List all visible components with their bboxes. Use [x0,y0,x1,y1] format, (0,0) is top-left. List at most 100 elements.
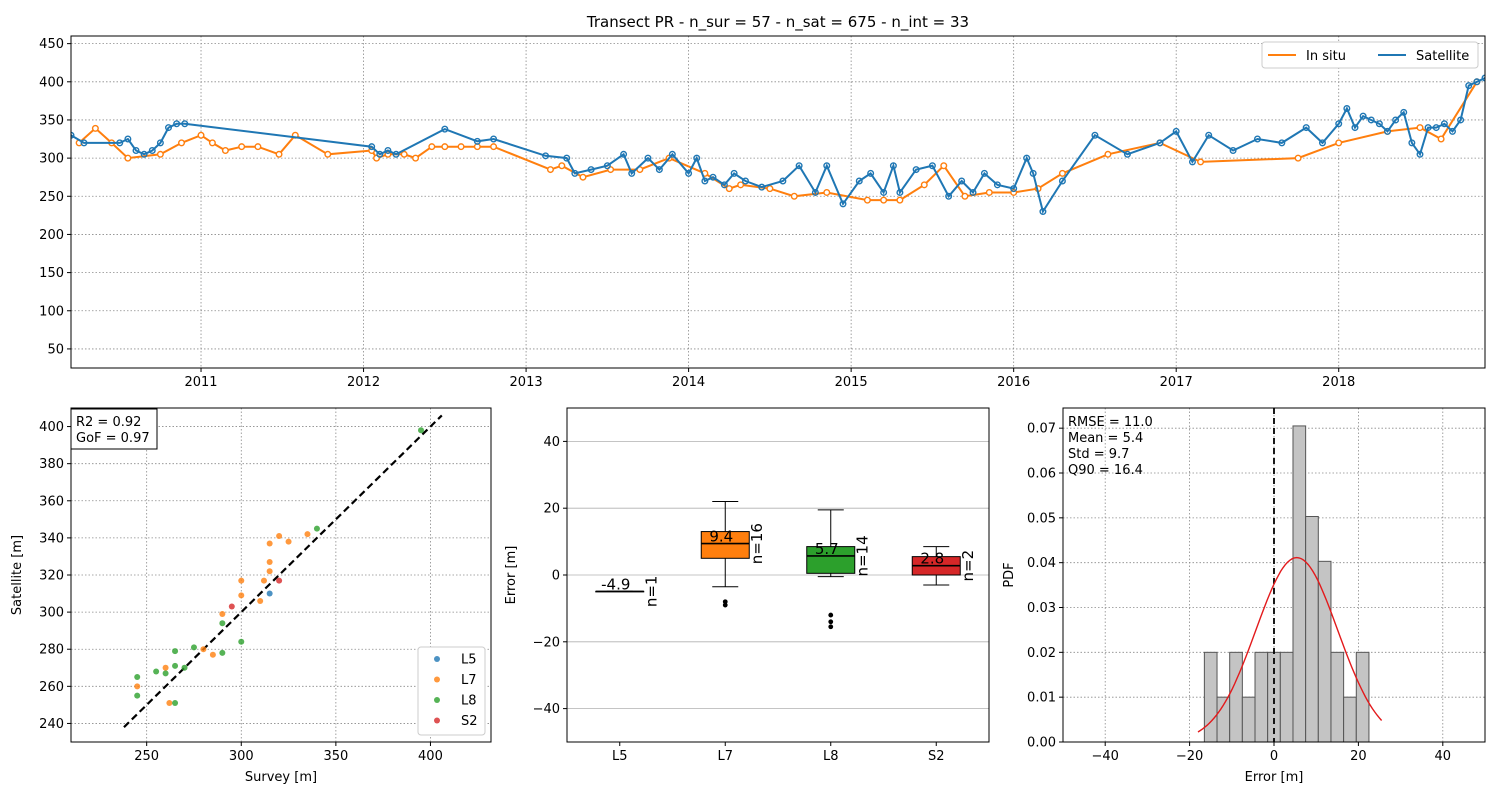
in-situ-point [790,192,798,200]
satellite-point [741,177,749,185]
timeseries-axes: 2011 2012 2013 2014 2015 2016 2017 2018 50 100 150… [39,37,1355,390]
scatter-point-l7 [266,568,273,575]
satellite-point [1023,154,1031,162]
count-label: n=14 [854,535,872,576]
box-l7: 9.4 n=16 [700,501,766,608]
boxplot-boxes: -4.9 n=1 9.4 n=16 5.7 n=14 2.8 n=2 [595,501,977,630]
satellite-point [855,177,863,185]
timeseries-grid [71,36,1485,368]
satellite-point [693,154,701,162]
scatter-legend-swatch [434,656,440,662]
y-tick-label: 200 [39,228,64,243]
scatter-point-l5 [266,590,273,597]
outlier-point [722,599,728,605]
in-situ-point [490,143,498,151]
outlier-point [828,624,834,630]
count-label: n=1 [643,576,661,608]
x-tick-label: 400 [418,749,443,764]
y-tick-label: 100 [39,304,64,319]
in-situ-point [412,154,420,162]
satellite-point [1416,150,1424,158]
scatter-point-l8 [134,692,141,699]
y-tick-label: 360 [39,494,64,509]
in-situ-point [156,150,164,158]
boxplot-panel: −40 −20 0 20 40 Error [m] L5 L7 L8 S2 -4.9 n=1 9.4 n… [504,407,990,764]
legend-satellite-label: Satellite [1416,49,1469,64]
y-tick-label: 350 [39,113,64,128]
satellite-point [1440,120,1448,128]
satellite-point [1375,120,1383,128]
satellite-point [1172,127,1180,135]
x-tick-label: 2018 [1322,375,1355,390]
scatter-legend-swatch [434,697,440,703]
satellite-point [542,152,550,160]
box-l5: -4.9 n=1 [595,575,661,608]
scatter-legend-label: S2 [461,714,478,729]
y-tick-label: 280 [39,643,64,658]
scatter-legend-label: L7 [461,673,477,688]
scatter-point-l8 [418,427,424,434]
scatter-point-l7 [238,592,245,599]
satellite-point [980,169,988,177]
in-situ-point [961,192,969,200]
y-tick-label: 400 [39,75,64,90]
histogram-bar [1241,696,1256,743]
in-situ-point [221,146,229,154]
histogram-bar [1229,651,1243,743]
satellite-point [165,124,173,132]
satellite-point [116,139,124,147]
satellite-point [628,169,636,177]
scatter-point-l8 [219,649,226,656]
satellite-point [867,169,875,177]
scatter-point-l8 [172,662,179,669]
satellite-point [730,169,738,177]
y-tick-label: 20 [543,502,560,517]
satellite-point [603,162,611,170]
scatter-point-l7 [257,597,264,604]
scatter-legend: L5 L7 L8 S2 [417,646,486,736]
satellite-point [1039,208,1047,216]
x-tick-label: 2011 [184,375,217,390]
median-value-label: 9.4 [709,528,733,546]
y-tick-label: 0 [552,569,560,584]
y-axis-label: PDF [1002,562,1017,587]
satellite-point [896,188,904,196]
scatter-stats-frame [70,408,158,450]
scatter-stats-box: R2 = 0.92 GoF = 0.97 [70,408,158,450]
scatter-point-s2 [276,577,283,584]
satellite-point [1091,131,1099,139]
y-tick-label: 300 [39,606,64,621]
std-label: Std = 9.7 [1068,447,1129,462]
satellite-point [71,131,75,139]
satellite-point [655,166,663,174]
in-situ-point [737,181,745,189]
y-tick-label: 240 [39,717,64,732]
satellite-point [132,146,140,154]
x-tick-label: −20 [1176,749,1203,764]
y-tick-label: 0.03 [1027,601,1056,616]
in-situ-point [178,139,186,147]
satellite-point [1383,127,1391,135]
in-situ-point [238,143,246,151]
in-situ-point [275,150,283,158]
satellite-point [620,150,628,158]
y-tick-label: 340 [39,531,64,546]
in-situ-point [324,150,332,158]
satellite-point [80,139,88,147]
timeseries-panel: Transect PR - n_sur = 57 - n_sat = 675 -… [39,13,1486,390]
satellite-point [945,192,953,200]
satellite-point [779,177,787,185]
y-tick-label: 40 [543,435,560,450]
satellite-point [1029,169,1037,177]
scatter-point-l8 [162,670,169,677]
satellite-point [758,183,766,191]
x-tick-label: 300 [229,749,254,764]
in-situ-point [197,131,205,139]
x-tick-label: 350 [323,749,348,764]
satellite-point [571,169,579,177]
histogram-bar [1279,651,1294,743]
timeseries-series [71,74,1485,216]
y-axis-label: Satellite [m] [10,535,25,615]
in-situ-point [985,188,993,196]
satellite-point [1408,139,1416,147]
